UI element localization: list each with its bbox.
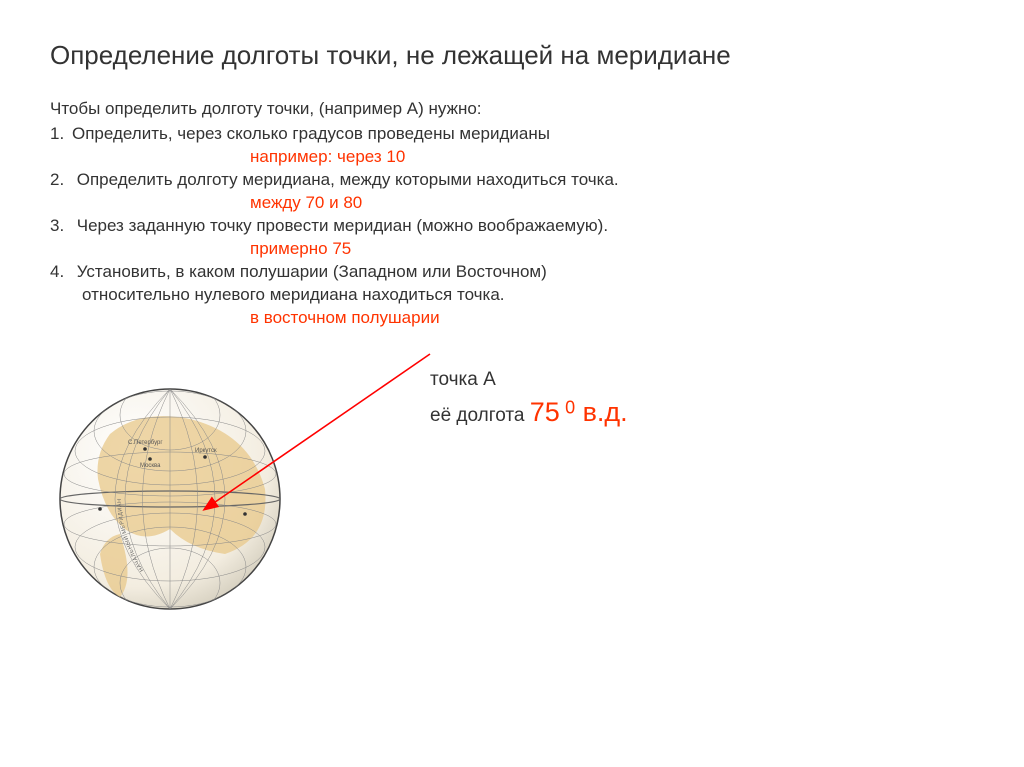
answer-block: точка А её долгота 75 0 в.д. — [430, 369, 628, 428]
answer-prefix: её долгота — [430, 405, 530, 426]
step-2: 2. Определить долготу меридиана, между к… — [50, 169, 974, 192]
answer-label-2: её долгота 75 0 в.д. — [430, 397, 628, 428]
step-3: 3. Через заданную точку провести меридиа… — [50, 215, 974, 238]
step-4-text: Установить, в каком полушарии (Западном … — [77, 262, 547, 281]
step-2-text: Определить долготу меридиана, между кото… — [77, 170, 619, 189]
globe-label-msk: Москва — [140, 463, 161, 469]
step-3-example: примерно 75 — [50, 238, 974, 261]
step-3-text: Через заданную точку провести меридиан (… — [77, 216, 608, 235]
step-3-num: 3. — [50, 215, 72, 238]
step-1-num: 1. — [50, 123, 72, 146]
answer-unit: в.д. — [575, 397, 628, 427]
step-4-num: 4. — [50, 261, 72, 284]
step-1: 1.Определить, через сколько градусов про… — [50, 123, 974, 146]
pointer-arrow — [200, 349, 450, 529]
step-1-text: Определить, через сколько градусов прове… — [72, 124, 550, 143]
step-4-cont: относительно нулевого меридиана находить… — [50, 284, 974, 307]
answer-label-1: точка А — [430, 369, 628, 391]
step-4: 4. Установить, в каком полушарии (Западн… — [50, 261, 974, 284]
answer-value: 75 — [530, 397, 560, 427]
answer-exponent: 0 — [565, 398, 575, 418]
step-2-example: между 70 и 80 — [50, 192, 974, 215]
page-title: Определение долготы точки, не лежащей на… — [50, 40, 974, 71]
step-1-example: например: через 10 — [50, 146, 974, 169]
step-2-num: 2. — [50, 169, 72, 192]
step-4-example: в восточном полушарии — [50, 307, 974, 330]
intro-text: Чтобы определить долготу точки, (наприме… — [50, 99, 974, 119]
globe-label-spb: С.Петербург — [128, 440, 163, 446]
lower-area: С.Петербург Москва Иркутск НАЧАЛЬНЫЙ МЕР… — [50, 359, 974, 659]
